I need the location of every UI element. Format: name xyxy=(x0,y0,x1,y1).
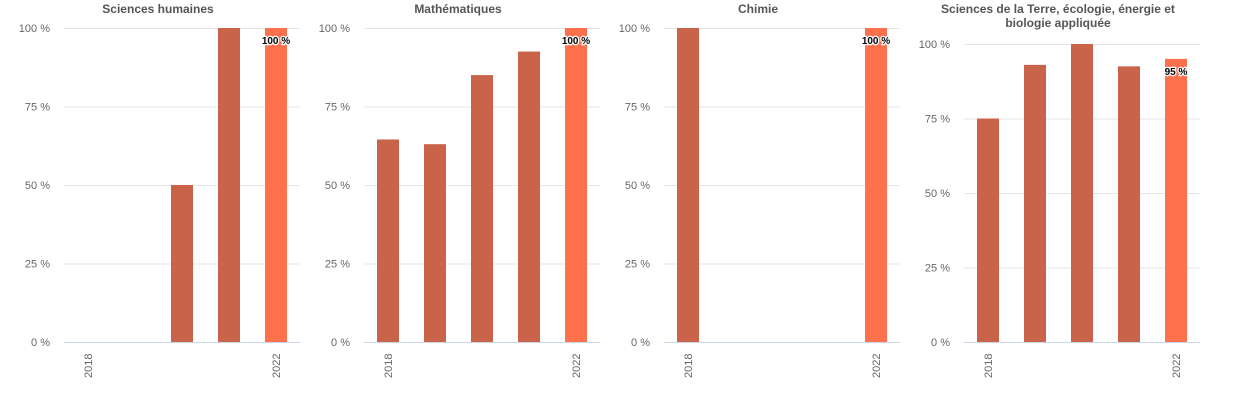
x-tick-label: 2018 xyxy=(383,354,395,378)
x-tick-label: 2022 xyxy=(871,354,883,378)
bar[interactable] xyxy=(1071,44,1093,342)
chart-svg: Chimie 0 % 25 % 50 % 75 % 100 % 100 % 2018 2022 xyxy=(619,2,900,378)
x-tick-label: 2018 xyxy=(83,354,95,378)
chart-svg: Sciences humaines 0 % 25 % 50 % 75 % 100 % 100… xyxy=(19,2,300,378)
y-tick-label: 50 % xyxy=(625,180,650,192)
bar[interactable] xyxy=(471,75,493,342)
y-tick-label: 75 % xyxy=(625,102,650,114)
bar-highlight[interactable] xyxy=(1165,58,1187,343)
y-tick-label: 75 % xyxy=(925,114,950,126)
y-tick-label: 25 % xyxy=(625,259,650,271)
y-tick-label: 0 % xyxy=(31,337,50,349)
y-tick-label: 50 % xyxy=(925,188,950,200)
chart-title: Mathématiques xyxy=(414,2,502,16)
chart-svg: Mathématiques 0 % 25 % 50 % 75 % 100 % 100 % 20… xyxy=(319,2,600,378)
bar[interactable] xyxy=(977,118,999,343)
data-label: 95 % xyxy=(1165,67,1188,78)
chart-sciences-humaines: Sciences humaines 0 % 25 % 50 % 75 % 100 % 100… xyxy=(0,0,300,400)
chart-svg: Sciences de la Terre, écologie, énergie … xyxy=(919,2,1200,378)
data-label: 100 % xyxy=(562,36,590,47)
chart-chimie: Chimie 0 % 25 % 50 % 75 % 100 % 100 % 2018 2022 xyxy=(600,0,900,400)
bar[interactable] xyxy=(1024,64,1046,343)
bar-highlight[interactable] xyxy=(265,28,287,342)
x-tick-label: 2022 xyxy=(1171,354,1183,378)
bar[interactable] xyxy=(218,28,240,342)
x-tick-label: 2022 xyxy=(271,354,283,378)
bar[interactable] xyxy=(171,185,193,342)
chart-title: Sciences de la Terre, écologie, énergie … xyxy=(941,2,1175,16)
bar-highlight[interactable] xyxy=(865,28,887,342)
chart-mathematiques: Mathématiques 0 % 25 % 50 % 75 % 100 % 100 % 20… xyxy=(300,0,600,400)
x-tick-label: 2022 xyxy=(571,354,583,378)
bar[interactable] xyxy=(518,51,540,343)
bar[interactable] xyxy=(424,144,446,342)
y-tick-label: 50 % xyxy=(25,180,50,192)
bar[interactable] xyxy=(1118,66,1140,342)
data-label: 100 % xyxy=(262,36,290,47)
x-tick-label: 2018 xyxy=(683,354,695,378)
y-tick-label: 0 % xyxy=(931,337,950,349)
y-tick-label: 75 % xyxy=(25,102,50,114)
x-tick-label: 2018 xyxy=(983,354,995,378)
y-tick-label: 50 % xyxy=(325,180,350,192)
chart-title: Sciences humaines xyxy=(102,2,214,16)
y-tick-label: 0 % xyxy=(331,337,350,349)
y-tick-label: 25 % xyxy=(325,259,350,271)
chart-title: biologie appliquée xyxy=(1005,16,1111,30)
chart-title: Chimie xyxy=(738,2,778,16)
y-tick-label: 0 % xyxy=(631,337,650,349)
y-tick-label: 25 % xyxy=(25,259,50,271)
y-tick-label: 25 % xyxy=(925,263,950,275)
bar[interactable] xyxy=(377,139,399,342)
chart-sciences-de-la-terre: Sciences de la Terre, écologie, énergie … xyxy=(900,0,1200,400)
bar[interactable] xyxy=(677,28,699,342)
y-tick-label: 75 % xyxy=(325,102,350,114)
y-tick-label: 100 % xyxy=(19,23,50,35)
bar-highlight[interactable] xyxy=(565,28,587,342)
y-tick-label: 100 % xyxy=(919,39,950,51)
data-label: 100 % xyxy=(862,36,890,47)
y-tick-label: 100 % xyxy=(319,23,350,35)
y-tick-label: 100 % xyxy=(619,23,650,35)
